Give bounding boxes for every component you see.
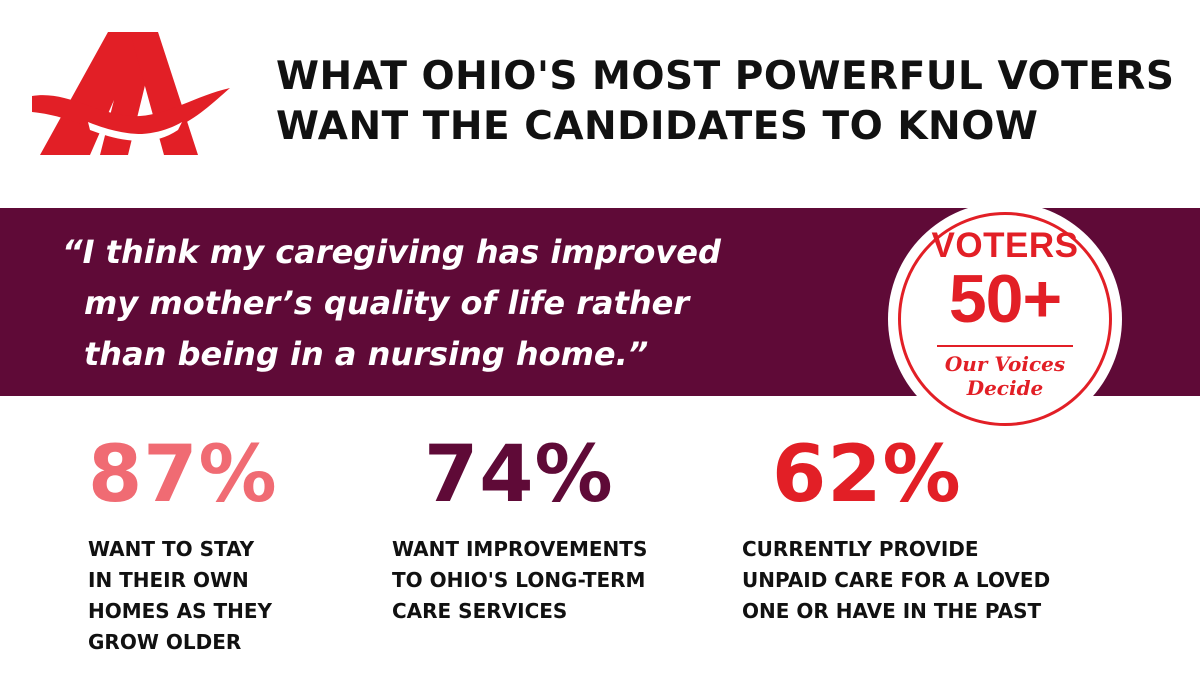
stat-label-line: HOMES AS THEY [88,599,273,623]
stat-unpaid-care: 62% CURRENTLY PROVIDE UNPAID CARE FOR A … [742,430,1050,627]
badge-ring [898,212,1112,426]
badge-age-text: 50+ [948,261,1062,337]
page-title: WHAT OHIO'S MOST POWERFUL VOTERS WANT TH… [276,52,1176,152]
stat-value: 62% [772,430,962,520]
stat-stay-home: 87% WANT TO STAY IN THEIR OWN HOMES AS T… [88,430,278,658]
stat-label-line: ONE OR HAVE IN THE PAST [742,599,1042,623]
stat-long-term-care: 74% WANT IMPROVEMENTS TO OHIO'S LONG-TER… [392,430,647,627]
stat-label-line: TO OHIO'S LONG-TERM [392,568,646,592]
stat-label-line: UNPAID CARE FOR A LOVED [742,568,1051,592]
quote-line-1: “I think my caregiving has improved [62,233,721,271]
stat-label-line: WANT TO STAY [88,537,255,561]
badge-divider [937,345,1073,347]
badge-voters-text: VOTERS [931,226,1079,265]
caregiver-quote: “I think my caregiving has improved my m… [62,227,882,380]
stat-label: WANT IMPROVEMENTS TO OHIO'S LONG-TERM CA… [392,534,647,627]
badge-tagline: Our Voices Decide [888,352,1122,400]
stat-label: WANT TO STAY IN THEIR OWN HOMES AS THEY … [88,534,278,658]
headline-line-1: WHAT OHIO'S MOST POWERFUL VOTERS [276,54,1175,99]
stat-label-line: IN THEIR OWN [88,568,249,592]
stat-value: 74% [424,430,614,520]
quote-line-3: than being in a nursing home.” [84,335,649,373]
stat-label: CURRENTLY PROVIDE UNPAID CARE FOR A LOVE… [742,534,1050,627]
stat-label-line: WANT IMPROVEMENTS [392,537,648,561]
headline-line-2: WANT THE CANDIDATES TO KNOW [276,104,1039,149]
stat-label-line: CURRENTLY PROVIDE [742,537,979,561]
stat-label-line: CARE SERVICES [392,599,568,623]
stat-label-line: GROW OLDER [88,630,242,654]
stat-value: 87% [88,430,278,520]
aarp-a-logo-icon [32,32,230,155]
badge-tagline-line-1: Our Voices [944,352,1066,376]
quote-line-2: my mother’s quality of life rather [84,284,690,322]
voters-50-plus-badge: VOTERS 50+ Our Voices Decide [888,202,1178,436]
badge-tagline-line-2: Decide [966,376,1044,400]
